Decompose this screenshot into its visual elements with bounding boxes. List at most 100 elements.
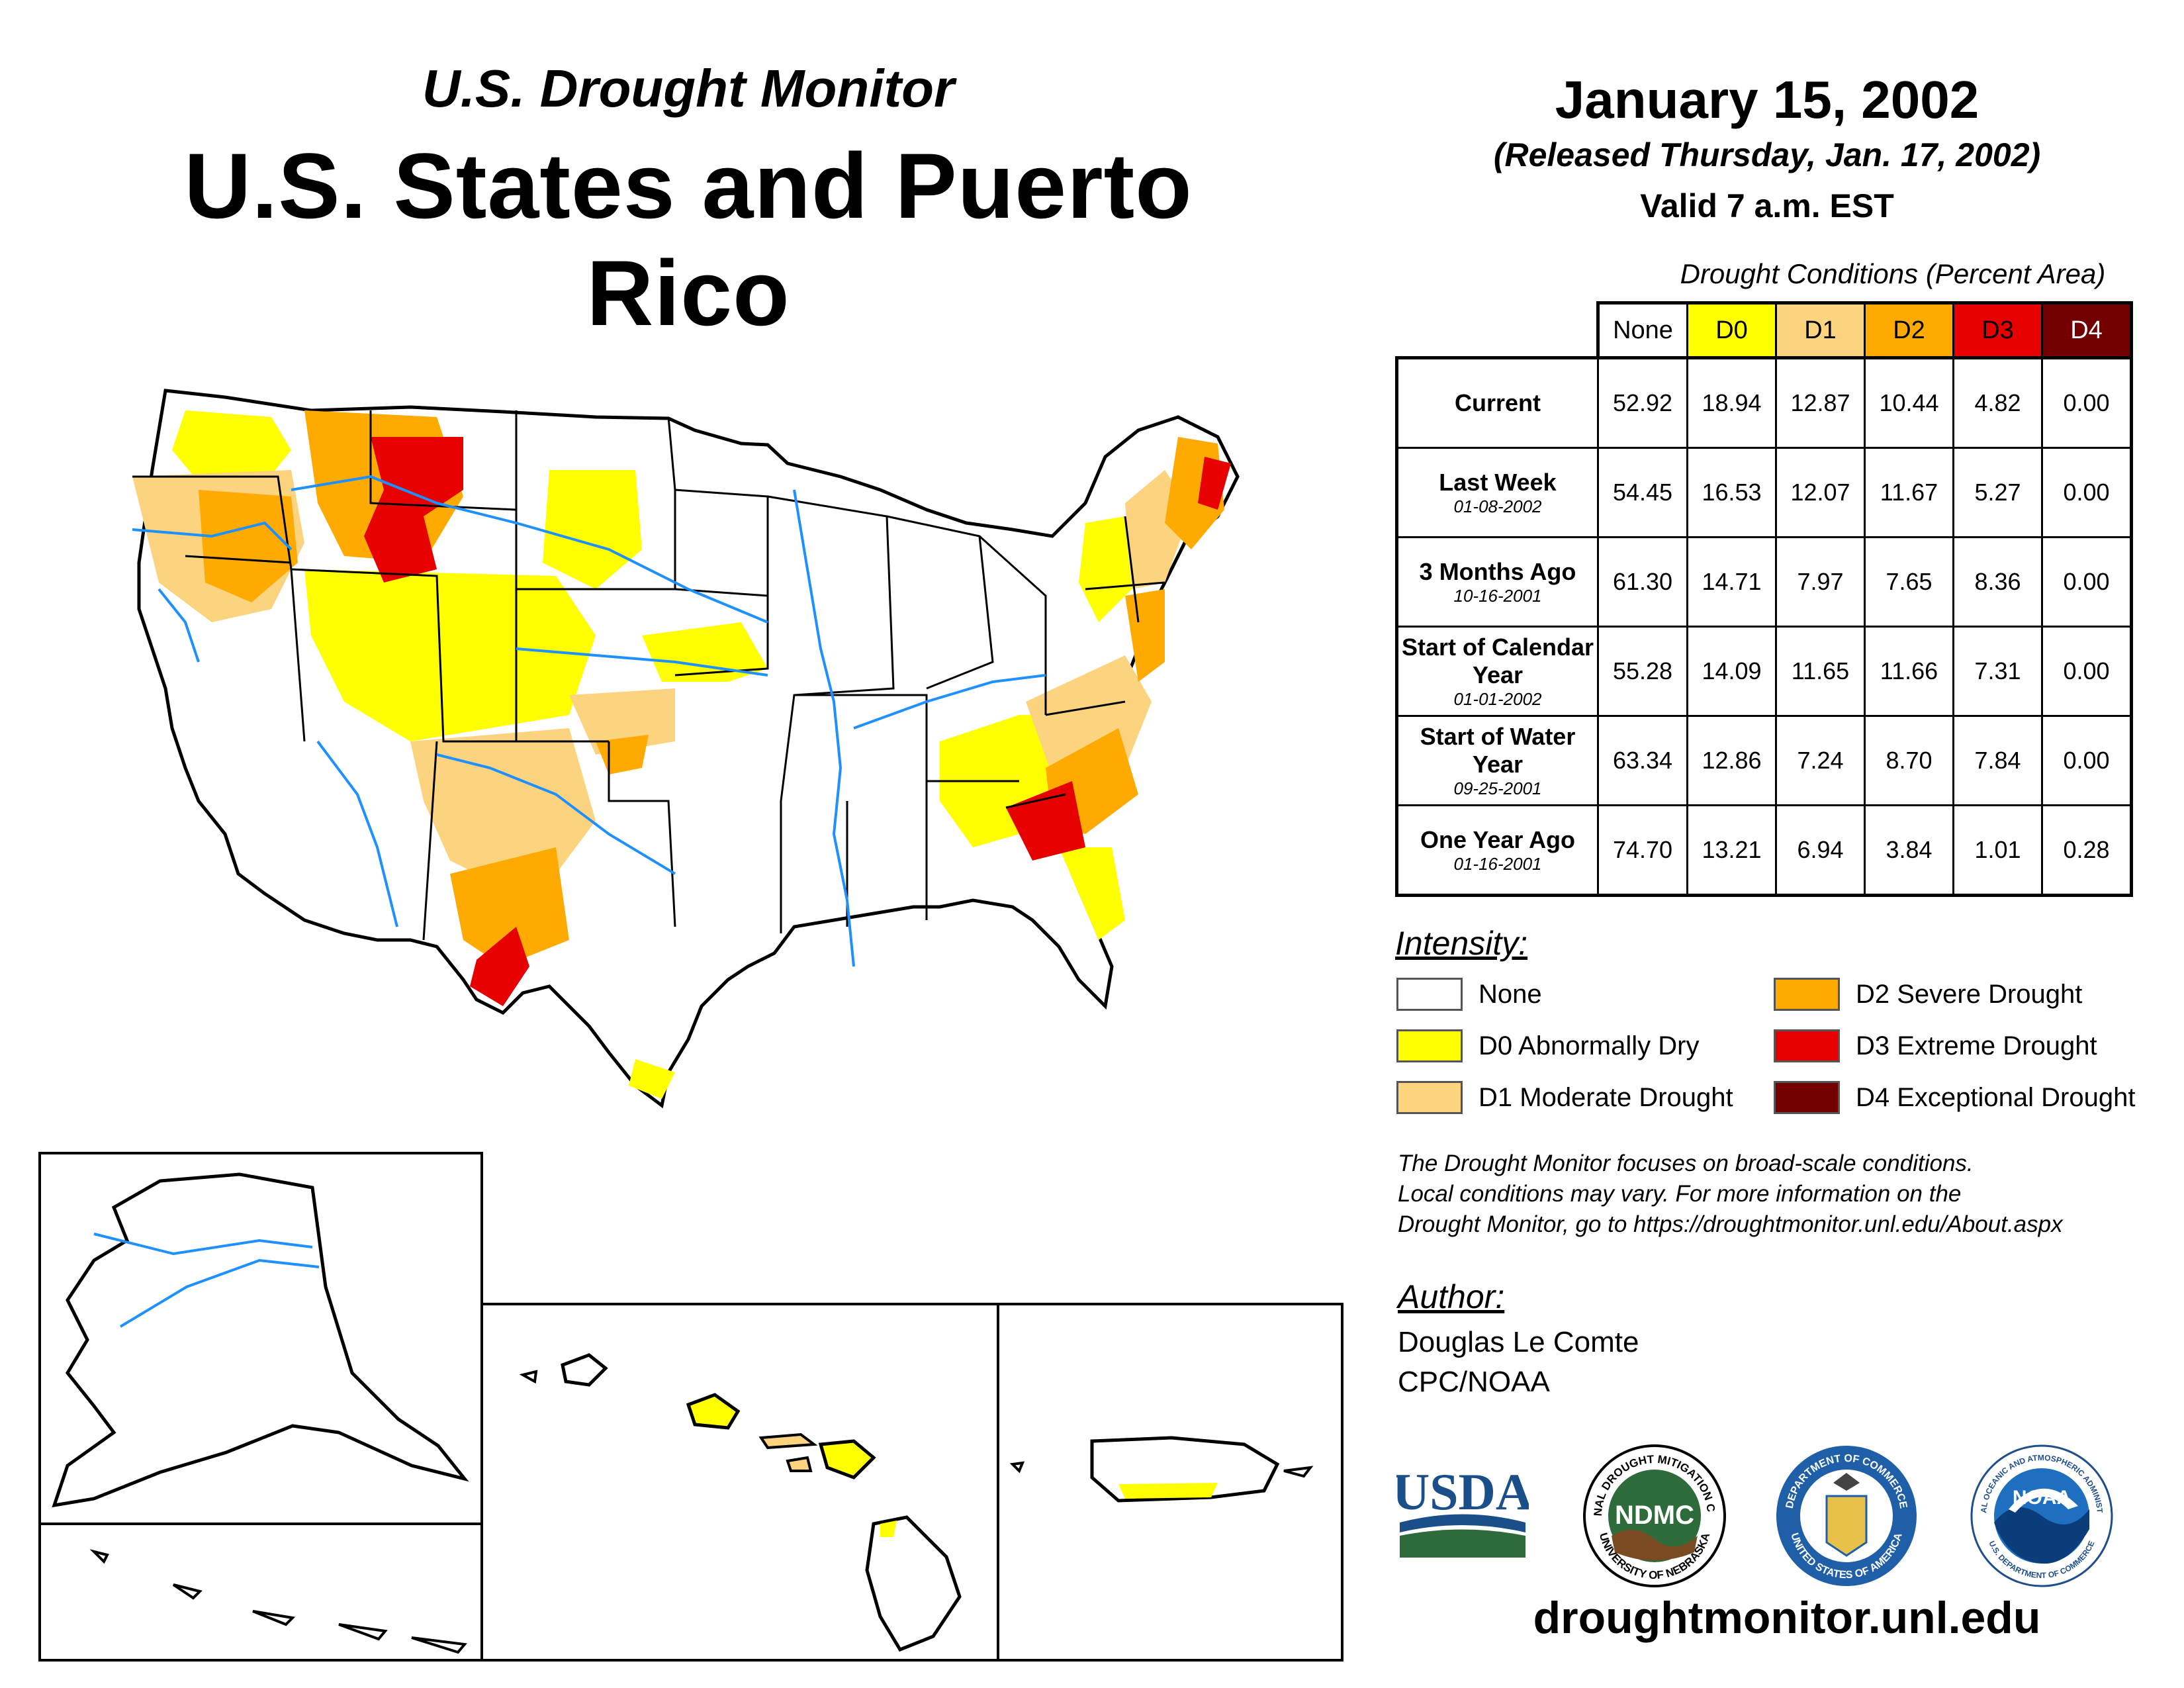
- legend-item: D4 Exceptional Drought: [1774, 1081, 2135, 1114]
- table-cell: 13.21: [1686, 804, 1777, 897]
- table-cell: 12.87: [1775, 356, 1866, 449]
- row-label-text: One Year Ago: [1420, 826, 1576, 853]
- table-cell: 54.45: [1597, 447, 1688, 538]
- row-date: 01-01-2002: [1453, 689, 1542, 709]
- table-cell: 74.70: [1597, 804, 1688, 897]
- table-cell: 4.82: [1952, 356, 2043, 449]
- row-label-text: Start of Calendar Year: [1401, 633, 1594, 688]
- map-date: January 15, 2002: [1555, 70, 1979, 129]
- hawaii-map: [519, 1353, 962, 1652]
- table-cell: 14.71: [1686, 536, 1777, 628]
- table-row: Start of Calendar Year 01-01-2002 55.28 14.…: [1395, 626, 2133, 717]
- state-boundaries: [132, 410, 1165, 941]
- legend-swatch: [1774, 978, 1840, 1011]
- table-cell: 61.30: [1597, 536, 1688, 628]
- column-header-d3: D3: [1952, 301, 2043, 359]
- legend-swatch: [1396, 1081, 1463, 1114]
- table-cell: 1.01: [1952, 804, 2043, 897]
- usda-logo: USDA: [1396, 1463, 1529, 1558]
- aleutian-islands-map: [89, 1549, 467, 1654]
- commerce-seal: DEPARTMENT OF COMMERCE UNITED STATES OF …: [1776, 1446, 1917, 1586]
- table-row: Current 52.92 18.94 12.87 10.44 4.82 0.00: [1395, 356, 2133, 449]
- legend-item: None: [1396, 978, 1542, 1011]
- disclaimer-note: The Drought Monitor focuses on broad-sca…: [1398, 1149, 2172, 1240]
- subtitle: U.S. Drought Monitor: [422, 59, 955, 118]
- table-cell: 7.24: [1775, 715, 1866, 806]
- aleutians-inset: [38, 1523, 483, 1662]
- alaska-inset: [38, 1152, 483, 1532]
- table-corner: [1397, 303, 1598, 358]
- table-row: Last Week 01-08-2002 54.45 16.53 12.07 11.67 5…: [1395, 447, 2133, 538]
- website-url[interactable]: droughtmonitor.unl.edu: [1533, 1593, 2041, 1643]
- table-cell: 0.00: [2041, 356, 2133, 449]
- table-cell: 16.53: [1686, 447, 1777, 538]
- row-label: Start of Calendar Year 01-01-2002: [1395, 626, 1599, 717]
- table-cell: 5.27: [1952, 447, 2043, 538]
- table-cell: 0.00: [2041, 626, 2133, 717]
- row-date: 01-16-2001: [1453, 854, 1542, 874]
- table-cell: 7.84: [1952, 715, 2043, 806]
- table-cell: 55.28: [1597, 626, 1688, 717]
- row-date: 01-08-2002: [1453, 496, 1542, 516]
- ndmc-logo: NATIONAL DROUGHT MITIGATION CENTER UNIVE…: [1582, 1443, 1726, 1587]
- table-cell: 18.94: [1686, 356, 1777, 449]
- table-cell: 12.86: [1686, 715, 1777, 806]
- legend-label: None: [1479, 979, 1542, 1009]
- author-name: Douglas Le Comte: [1398, 1326, 1639, 1358]
- usda-logo-text: USDA: [1396, 1463, 1529, 1521]
- table-cell: 0.00: [2041, 536, 2133, 628]
- table-cell: 7.97: [1775, 536, 1866, 628]
- row-label: One Year Ago 01-16-2001: [1395, 804, 1599, 897]
- ndmc-logo-text: NDMC: [1615, 1501, 1694, 1530]
- legend-label: D1 Moderate Drought: [1479, 1082, 1733, 1112]
- release-date: (Released Thursday, Jan. 17, 2002): [1493, 136, 2041, 173]
- legend-swatch: [1774, 1081, 1840, 1114]
- legend-label: D3 Extreme Drought: [1856, 1031, 2097, 1060]
- table-row: Start of Water Year 09-25-2001 63.34 12.86 7…: [1395, 715, 2133, 806]
- drought-d0-areas: [172, 410, 1132, 1099]
- author-organization: CPC/NOAA: [1398, 1366, 1550, 1398]
- legend-swatch: [1396, 978, 1463, 1011]
- row-label: Last Week 01-08-2002: [1395, 447, 1599, 538]
- puerto-rico-inset: [997, 1303, 1343, 1662]
- table-cell: 0.28: [2041, 804, 2133, 897]
- column-header-d0: D0: [1686, 301, 1777, 359]
- row-label: Current: [1395, 356, 1599, 449]
- table-cell: 10.44: [1864, 356, 1954, 449]
- table-cell: 6.94: [1775, 804, 1866, 897]
- note-line-2: Local conditions may vary. For more info…: [1398, 1181, 1962, 1207]
- table-caption: Drought Conditions (Percent Area): [1680, 258, 2106, 289]
- legend-item: D0 Abnormally Dry: [1396, 1029, 1699, 1062]
- column-header-d1: D1: [1775, 301, 1866, 359]
- table-row: One Year Ago 01-16-2001 74.70 13.21 6.94 3.84…: [1395, 804, 2133, 897]
- noaa-logo: NATIONAL OCEANIC AND ATMOSPHERIC ADMINIS…: [1969, 1443, 2113, 1587]
- legend-item: D3 Extreme Drought: [1774, 1029, 2097, 1062]
- drought-conditions-table: None D0 D1 D2 D3 D4 Current 52.92 18.94 12.87 10.4…: [1395, 301, 2133, 897]
- legend-title: Intensity:: [1395, 925, 1528, 962]
- table-cell: 8.70: [1864, 715, 1954, 806]
- row-label-text: Last Week: [1439, 469, 1557, 496]
- note-line-1: The Drought Monitor focuses on broad-sca…: [1398, 1150, 1974, 1176]
- row-label: 3 Months Ago 10-16-2001: [1395, 536, 1599, 628]
- conus-drought-map: [132, 389, 1240, 1109]
- row-label-text: 3 Months Ago: [1419, 558, 1576, 585]
- legend-item: D2 Severe Drought: [1774, 978, 2082, 1011]
- table-cell: 3.84: [1864, 804, 1954, 897]
- note-line-3: Drought Monitor, go to https://droughtmo…: [1398, 1211, 2063, 1237]
- table-cell: 0.00: [2041, 715, 2133, 806]
- row-label: Start of Water Year 09-25-2001: [1395, 715, 1599, 806]
- table-cell: 11.67: [1864, 447, 1954, 538]
- legend-swatch: [1774, 1029, 1840, 1062]
- page-title: U.S. States and Puerto Rico: [184, 134, 1193, 345]
- column-header-d4: D4: [2041, 301, 2133, 359]
- legend-item: D1 Moderate Drought: [1396, 1081, 1733, 1114]
- table-cell: 11.65: [1775, 626, 1866, 717]
- legend-label: D4 Exceptional Drought: [1856, 1082, 2136, 1112]
- table-cell: 8.36: [1952, 536, 2043, 628]
- table-cell: 12.07: [1775, 447, 1866, 538]
- table-cell: 7.65: [1864, 536, 1954, 628]
- table-cell: 11.66: [1864, 626, 1954, 717]
- row-date: 10-16-2001: [1453, 586, 1542, 606]
- table-row: 3 Months Ago 10-16-2001 61.30 14.71 7.97 7.65…: [1395, 536, 2133, 628]
- row-label-text: Start of Water Year: [1420, 723, 1576, 778]
